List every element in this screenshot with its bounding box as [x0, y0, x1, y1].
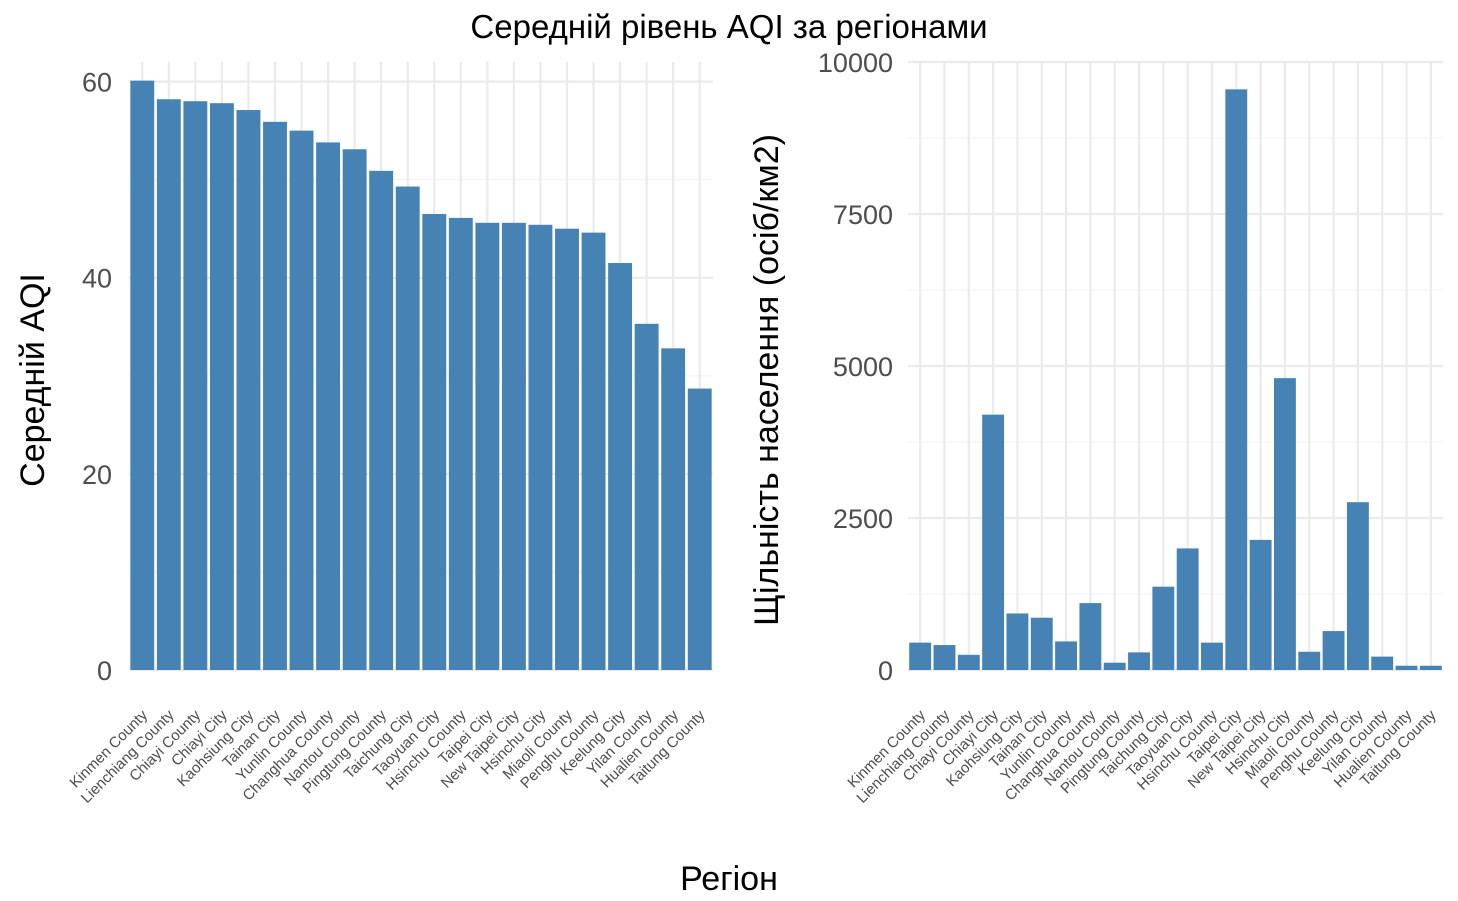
aqi-y-ticks: 0 20 40 60 — [82, 68, 112, 686]
aqi-bar-20 — [661, 348, 686, 670]
density-bar-4 — [1006, 613, 1029, 670]
aqi-bar-14 — [501, 222, 526, 670]
aqi-bar-12 — [448, 217, 473, 670]
aqi-bar-13 — [475, 222, 500, 670]
density-bar-19 — [1371, 656, 1394, 670]
density-y-tick-label: 10000 — [818, 48, 893, 78]
density-bar-12 — [1201, 642, 1223, 670]
aqi-bar-15 — [528, 224, 553, 670]
aqi-bar-21 — [687, 388, 712, 670]
density-y-tick-label: 2500 — [833, 504, 893, 534]
aqi-y-tick-label: 40 — [82, 264, 112, 294]
density-bar-21 — [1419, 665, 1442, 670]
density-y-tick-label: 5000 — [833, 352, 893, 382]
aqi-bar-11 — [422, 214, 447, 670]
aqi-bar-7 — [316, 142, 341, 670]
density-bar-15 — [1273, 378, 1296, 670]
aqi-bar-4 — [236, 110, 261, 670]
shared-x-axis-title: Регіон — [680, 860, 778, 898]
density-bar-1 — [933, 645, 956, 670]
density-bar-2 — [957, 654, 980, 670]
aqi-bar-3 — [209, 103, 234, 671]
density-bar-20 — [1395, 665, 1418, 670]
density-bar-11 — [1176, 548, 1199, 670]
density-bar-17 — [1322, 631, 1345, 670]
aqi-bar-6 — [289, 130, 314, 671]
density-bar-8 — [1103, 662, 1126, 670]
density-bar-3 — [982, 414, 1005, 670]
aqi-bar-16 — [555, 228, 579, 671]
density-bar-9 — [1128, 652, 1150, 670]
aqi-bar-18 — [608, 263, 633, 670]
density-y-axis-title: Щільність населення (осіб/км2) — [748, 134, 786, 626]
aqi-bar-1 — [156, 99, 181, 670]
density-bar-16 — [1298, 651, 1321, 670]
aqi-y-tick-label: 60 — [82, 68, 112, 98]
density-bar-10 — [1152, 586, 1175, 670]
aqi-bar-2 — [183, 101, 208, 670]
density-panel: 0 2500 5000 7500 10000 Kinmen CountyLienchia… — [748, 48, 1443, 807]
aqi-bar-10 — [395, 186, 420, 670]
aqi-y-tick-label: 20 — [82, 460, 112, 490]
aqi-bar-19 — [634, 323, 659, 670]
density-bar-5 — [1030, 617, 1053, 670]
density-bar-13 — [1225, 89, 1248, 671]
density-bar-18 — [1346, 502, 1369, 670]
aqi-bar-9 — [369, 170, 394, 670]
density-y-tick-label: 0 — [878, 656, 893, 686]
aqi-y-axis-title: Середній AQI — [14, 273, 52, 487]
density-bar-6 — [1055, 641, 1078, 670]
figure-title: Середній рівень AQI за регіонами — [470, 8, 987, 45]
density-y-tick-label: 7500 — [833, 200, 893, 230]
aqi-bar-17 — [581, 232, 606, 670]
density-y-ticks: 0 2500 5000 7500 10000 — [818, 48, 893, 686]
aqi-y-tick-label: 0 — [97, 656, 112, 686]
density-bar-7 — [1079, 603, 1102, 670]
aqi-bar-0 — [130, 80, 155, 670]
aqi-bar-5 — [263, 121, 287, 671]
density-bars — [909, 89, 1442, 671]
density-bar-14 — [1249, 539, 1272, 670]
density-bar-0 — [909, 642, 932, 670]
aqi-bars — [130, 80, 712, 671]
aqi-bar-8 — [342, 149, 367, 671]
